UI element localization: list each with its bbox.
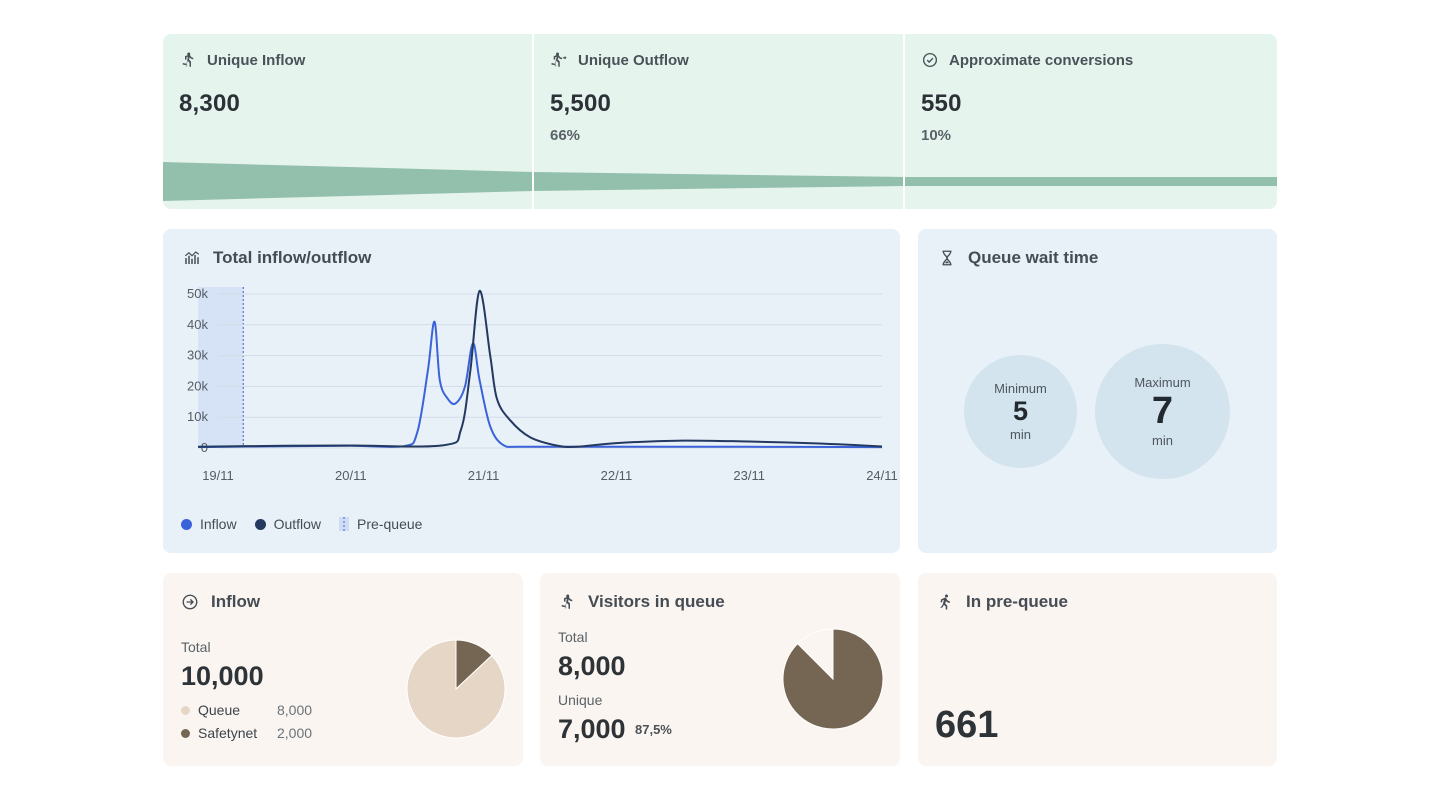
y-tick-label: 40k <box>187 317 208 332</box>
unique-inflow-value: 8,300 <box>179 90 241 117</box>
outflow-series-line <box>198 289 883 448</box>
check-circle-icon <box>921 51 939 69</box>
visitors-unique-pct: 87,5% <box>635 722 672 737</box>
flow-chart-title: Total inflow/outflow <box>213 248 372 267</box>
prequeue-value: 661 <box>935 704 999 746</box>
inflow-panel: Inflow Total 10,000 Queue 8,000 Safetyne… <box>163 573 523 766</box>
inflow-total-value: 10,000 <box>181 661 264 691</box>
legend-inflow[interactable]: Inflow <box>181 516 237 532</box>
inflow-title: Inflow <box>211 592 261 611</box>
chart-icon <box>183 249 201 267</box>
conversions-pct: 10% <box>921 127 952 144</box>
running-person-icon <box>936 593 954 611</box>
unique-inflow-label: Unique Inflow <box>207 51 306 69</box>
inflow-row-safetynet-name: Safetynet <box>198 725 258 741</box>
y-tick-label: 10k <box>187 409 208 424</box>
inflow-series-line <box>198 320 883 449</box>
inflow-row-safetynet: Safetynet 2,000 <box>181 725 312 741</box>
funnel-panel: Unique Inflow 8,300 Unique Outflow 5,500… <box>163 34 1277 209</box>
funnel-band-conversions <box>905 177 1277 186</box>
funnel-divider <box>903 34 905 209</box>
min-wait-value: 5 <box>1012 395 1029 426</box>
min-wait-label: Minimum <box>994 380 1047 396</box>
y-tick-label: 30k <box>187 348 208 363</box>
inflow-row-queue-name: Queue <box>198 702 241 718</box>
funnel-band-outflow <box>534 172 904 191</box>
inflow-row-queue: Queue 8,000 <box>181 702 312 718</box>
walking-person-icon <box>179 51 197 69</box>
wait-time-panel: Queue wait time Minimum 5 min Maximum 7 … <box>918 229 1277 553</box>
flow-chart-panel: Total inflow/outflow 0 10k 20k 30k 40k 50k 19/… <box>163 229 900 553</box>
max-wait-bubble: Maximum 7 min <box>1095 344 1230 479</box>
x-tick-label: 19/11 <box>202 468 234 483</box>
inflow-dot <box>181 518 192 530</box>
min-wait-unit: min <box>1010 427 1031 443</box>
unique-inflow-cell: Unique Inflow 8,300 <box>163 34 533 209</box>
visitors-total-value: 8,000 <box>558 651 626 681</box>
safetynet-dot <box>181 728 190 738</box>
prequeue-swatch <box>339 517 350 531</box>
visitors-unique-value: 7,000 <box>558 714 626 744</box>
conversions-cell: Approximate conversions 550 10% <box>905 34 1277 209</box>
chart-legend: Inflow Outflow Pre-queue <box>181 516 422 532</box>
funnel-band <box>163 162 1277 201</box>
outflow-dot <box>254 518 266 530</box>
max-wait-value: 7 <box>1151 389 1174 432</box>
x-tick-label: 23/11 <box>733 468 765 483</box>
funnel-band-inflow <box>163 162 533 201</box>
prequeue-panel: In pre-queue 661 <box>918 573 1277 766</box>
pie-slice-other <box>796 628 834 681</box>
y-tick-label: 50k <box>187 286 208 301</box>
conversions-label: Approximate conversions <box>949 51 1134 69</box>
walking-out-icon <box>550 51 568 69</box>
visitors-panel: Visitors in queue Total 8,000 Unique 7,0… <box>540 573 900 766</box>
inflow-total-label: Total <box>181 639 211 655</box>
legend-outflow[interactable]: Outflow <box>254 516 322 532</box>
prequeue-title: In pre-queue <box>966 592 1069 611</box>
unique-outflow-cell: Unique Outflow 5,500 66% <box>534 34 904 209</box>
pie-slice-queue <box>406 639 506 739</box>
legend-prequeue[interactable]: Pre-queue <box>339 516 422 532</box>
max-wait-label: Maximum <box>1134 374 1191 390</box>
legend-outflow-label: Outflow <box>273 516 322 532</box>
queue-dot <box>181 705 190 715</box>
conversions-value: 550 <box>921 90 962 117</box>
unique-outflow-pct: 66% <box>550 127 581 144</box>
walking-person-icon <box>558 593 576 611</box>
visitors-unique-label: Unique <box>558 692 603 708</box>
unique-outflow-value: 5,500 <box>550 90 612 117</box>
legend-inflow-label: Inflow <box>200 516 237 532</box>
unique-outflow-label: Unique Outflow <box>578 51 689 69</box>
min-wait-bubble: Minimum 5 min <box>964 355 1077 468</box>
inflow-row-queue-value: 8,000 <box>277 702 313 718</box>
funnel-divider <box>532 34 534 209</box>
x-tick-label: 20/11 <box>335 468 367 483</box>
wait-time-title: Queue wait time <box>968 248 1099 267</box>
visitors-total-label: Total <box>558 629 588 645</box>
max-wait-unit: min <box>1152 433 1173 449</box>
x-tick-label: 21/11 <box>468 468 500 483</box>
visitors-title: Visitors in queue <box>588 592 725 611</box>
x-tick-label: 22/11 <box>601 468 633 483</box>
inflow-pie-chart <box>406 639 506 739</box>
visitors-pie-chart <box>782 628 884 730</box>
prequeue-region <box>198 287 244 448</box>
arrow-circle-right-icon <box>181 593 199 611</box>
hourglass-icon <box>938 249 956 267</box>
inflow-row-safetynet-value: 2,000 <box>277 725 313 741</box>
legend-prequeue-label: Pre-queue <box>357 516 423 532</box>
y-tick-label: 20k <box>187 378 208 393</box>
x-tick-label: 24/11 <box>866 468 898 483</box>
